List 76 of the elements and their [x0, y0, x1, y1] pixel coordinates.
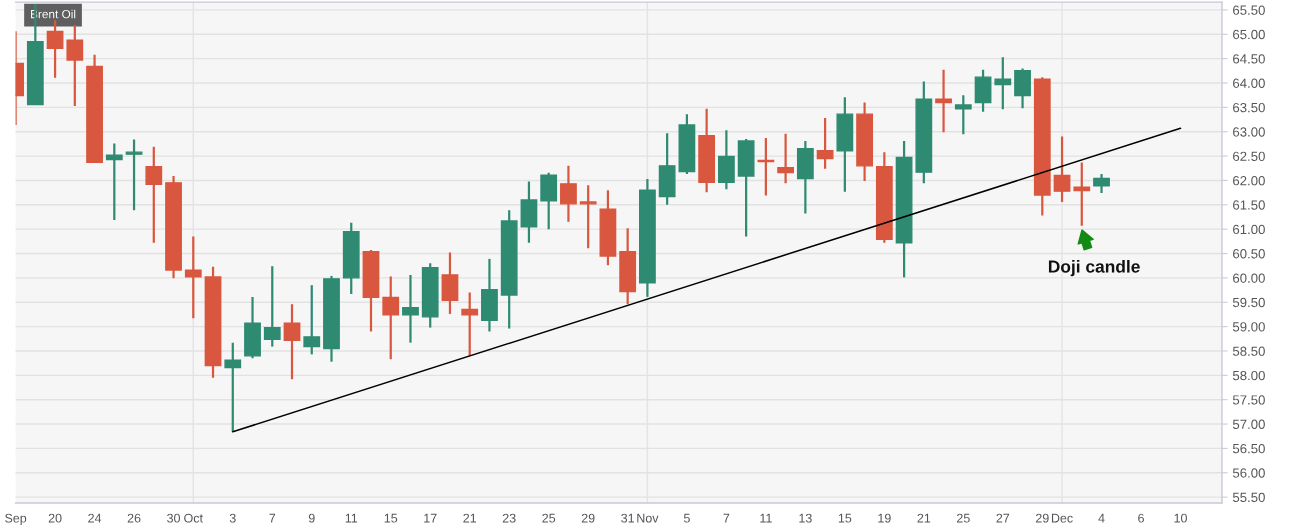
candlestick: [303, 284, 321, 356]
x-tick-label: 26: [127, 513, 141, 523]
x-tick-label: 25: [957, 513, 970, 523]
x-tick-label: 24: [88, 513, 102, 523]
y-tick-label: 59.00: [1232, 322, 1265, 332]
y-tick-label: 56.00: [1232, 468, 1265, 478]
candlestick: [46, 19, 64, 79]
x-tick-label: 20: [48, 513, 62, 523]
candlestick: [263, 265, 281, 348]
y-tick-label: 60.50: [1233, 249, 1265, 259]
y-tick-label: 62.50: [1233, 151, 1265, 161]
y-tick-label: 64.50: [1233, 54, 1265, 64]
x-tick-label: 15: [838, 513, 852, 523]
x-tick-label: 11: [760, 513, 772, 523]
x-tick-label: Dec: [1051, 513, 1073, 523]
x-tick-label: 25: [542, 513, 556, 523]
candlestick: [283, 303, 301, 381]
candlestick: [382, 275, 400, 361]
candlestick: [560, 164, 577, 223]
candlestick: [777, 132, 795, 185]
y-tick-label: 57.00: [1232, 419, 1265, 429]
annotation: Doji candle: [1048, 259, 1140, 277]
x-tick-label: 7: [269, 513, 276, 523]
x-tick-label: 21: [463, 513, 477, 523]
y-tick-label: 63.50: [1233, 102, 1265, 113]
y-tick-label: 60.00: [1233, 273, 1265, 283]
candlestick: [461, 291, 479, 357]
y-tick-label: 65.50: [1233, 5, 1265, 15]
y-tick-label: 56.50: [1232, 443, 1265, 454]
x-tick-label: 9: [308, 513, 315, 523]
x-tick-label: Nov: [637, 513, 659, 523]
y-tick-label: 61.50: [1233, 200, 1265, 210]
x-tick-label: 21: [917, 513, 931, 523]
x-tick-label: Sep: [5, 513, 27, 526]
y-tick-label: 64.00: [1233, 78, 1265, 88]
y-tick-label: 55.50: [1232, 492, 1265, 503]
y-tick-label: 58.00: [1232, 370, 1265, 381]
candlestick: [105, 142, 123, 222]
candlestick: [954, 94, 972, 136]
x-tick-label: 29: [1035, 513, 1049, 523]
x-tick-label: 11: [345, 513, 358, 523]
candlestick: [935, 68, 952, 134]
x-tick-label: 4: [1098, 513, 1105, 523]
candlestick: [1093, 172, 1110, 195]
x-tick-label: 27: [996, 513, 1010, 523]
candlestick: [816, 116, 834, 170]
x-tick-label: 17: [424, 513, 437, 523]
candlestick: [145, 145, 163, 244]
x-tick-label: 13: [799, 513, 812, 523]
candlestick: [184, 235, 202, 320]
x-tick-label: 3: [229, 513, 236, 523]
y-tick-label: 61.00: [1233, 224, 1265, 235]
candlestick: [1053, 135, 1071, 203]
x-tick-label: 15: [384, 513, 398, 523]
x-tick-label: 7: [723, 513, 730, 523]
x-tick-label: 10: [1174, 513, 1187, 523]
candlestick: [66, 23, 84, 108]
candlestick: [579, 184, 597, 250]
candlestick: [402, 273, 419, 344]
candlestick: [994, 56, 1012, 111]
y-tick-label: 65.00: [1233, 29, 1265, 40]
x-tick-label: Oct: [184, 513, 203, 523]
x-tick-label: 30: [167, 513, 181, 523]
candlestick: [125, 138, 143, 212]
x-tick-label: 23: [502, 513, 516, 523]
y-tick-label: 57.50: [1232, 395, 1265, 405]
x-tick-label: 29: [581, 513, 595, 523]
candlestick: [224, 341, 242, 433]
y-tick-label: 63.00: [1233, 127, 1265, 137]
x-tick-label: 19: [878, 513, 891, 523]
y-tick-label: 58.50: [1232, 346, 1265, 356]
y-tick-label: 62.00: [1233, 176, 1265, 186]
y-tick-label: 59.50: [1232, 297, 1265, 308]
x-tick-label: 31: [621, 513, 635, 523]
x-tick-label: 6: [1138, 513, 1144, 523]
x-tick-label: 5: [683, 513, 690, 523]
